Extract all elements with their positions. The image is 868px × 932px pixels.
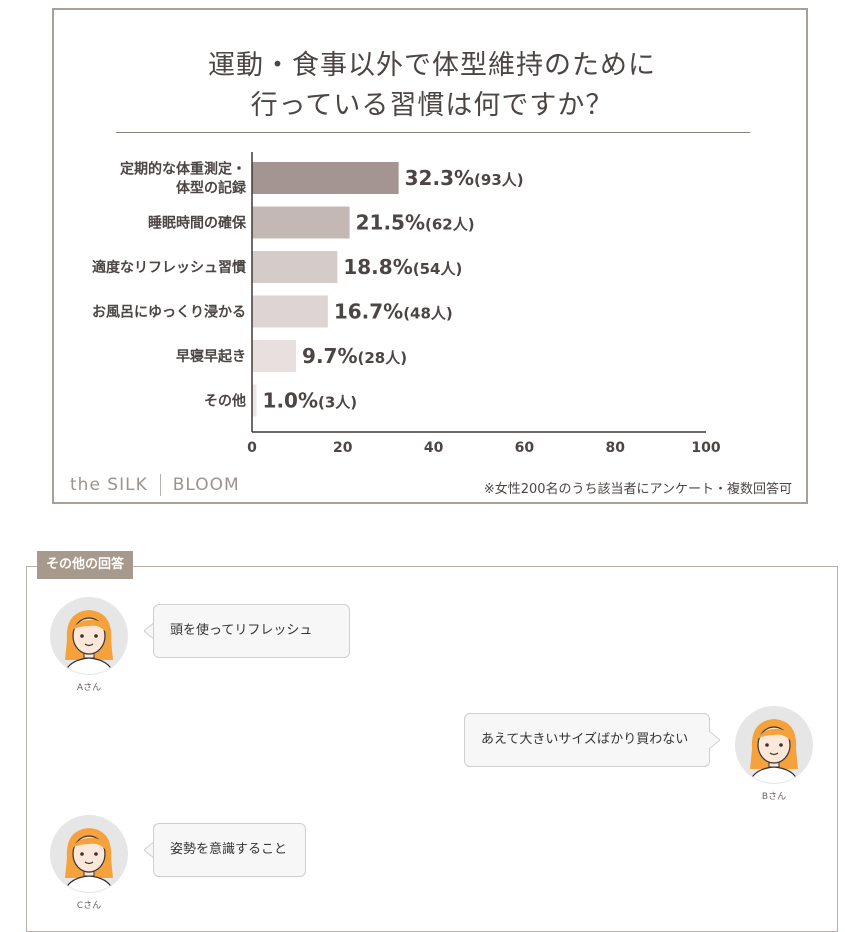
brand-separator: [159, 474, 161, 496]
value-label: 1.0%(3人): [263, 389, 358, 413]
bar: [252, 206, 350, 239]
bubble-tail-b: [709, 731, 720, 749]
avatar-icon: [50, 815, 128, 893]
avatar-a: [49, 596, 129, 676]
bar: [252, 251, 338, 283]
other-answers-box: [26, 566, 838, 932]
x-tick-label: 40: [424, 440, 444, 456]
answer-bubble-c: 姿勢を意識すること: [153, 823, 306, 877]
value-percent: 21.5%: [356, 211, 425, 235]
survey-note: ※女性200名のうち該当者にアンケート・複数回答可: [483, 482, 792, 497]
bar-chart: 定期的な体重測定・体型の記録 32.3%(93人) 睡眠時間の確保 21.5%(62人…: [92, 152, 721, 456]
chart-title-line1: 運動・食事以外で体型維持のために: [208, 50, 656, 81]
category-label-line: 睡眠時間の確保: [148, 215, 247, 232]
category-label: 睡眠時間の確保: [148, 215, 247, 232]
other-answers-tag: その他の回答: [37, 551, 134, 579]
category-label-line: 体型の記録: [176, 180, 247, 197]
value-count: (54人): [413, 260, 463, 278]
value-count: (3人): [318, 394, 357, 412]
chart-title: 運動・食事以外で体型維持のために 行っている習慣は何ですか？: [54, 46, 810, 126]
value-percent: 9.7%: [302, 344, 357, 368]
bar: [252, 162, 399, 194]
chart-title-line2: 行っている習慣は何ですか？: [250, 90, 614, 121]
value-label: 32.3%(93人): [405, 166, 524, 190]
category-label: 適度なリフレッシュ習慣: [92, 259, 246, 276]
category-label-line: 適度なリフレッシュ習慣: [92, 259, 246, 276]
x-tick-label: 20: [333, 440, 353, 456]
category-label: 定期的な体重測定・体型の記録: [120, 161, 247, 197]
avatar-name-a: Aさん: [76, 683, 102, 693]
brand-left: the SILK: [70, 475, 148, 495]
avatar-name-b: Bさん: [761, 792, 787, 802]
answer-bubble-a: 頭を使ってリフレッシュ: [153, 604, 350, 658]
chart-card: 運動・食事以外で体型維持のために 行っている習慣は何ですか？ 定期的な体重測定・…: [52, 8, 808, 504]
value-count: (93人): [474, 171, 524, 189]
value-label: 18.8%(54人): [343, 255, 462, 279]
value-percent: 1.0%: [263, 389, 318, 413]
value-percent: 32.3%: [405, 166, 474, 190]
x-tick-label: 60: [515, 440, 535, 456]
value-percent: 18.8%: [343, 255, 412, 279]
category-label: その他: [204, 393, 246, 410]
avatar-icon: [735, 706, 813, 784]
avatar-c: [49, 814, 129, 894]
value-label: 16.7%(48人): [334, 300, 453, 324]
category-label-line: その他: [204, 393, 246, 410]
bar: [252, 340, 297, 372]
value-count: (28人): [358, 349, 408, 367]
value-count: (48人): [403, 305, 453, 323]
category-label-line: お風呂にゆっくり浸かる: [92, 304, 246, 321]
brand-right: BLOOM: [172, 475, 240, 495]
category-label: 早寝早起き: [176, 348, 246, 365]
value-label: 21.5%(62人): [356, 211, 475, 235]
value-label: 9.7%(28人): [302, 344, 407, 368]
avatar-icon: [50, 597, 128, 675]
category-label: お風呂にゆっくり浸かる: [92, 304, 246, 321]
category-label-line: 早寝早起き: [176, 348, 246, 365]
value-percent: 16.7%: [334, 300, 403, 324]
title-divider: [116, 132, 750, 133]
bar: [252, 295, 328, 328]
x-tick-label: 100: [691, 440, 720, 456]
avatar-b: [734, 705, 814, 785]
answer-bubble-b: あえて大きいサイズばかり買わない: [464, 713, 710, 767]
value-count: (62人): [425, 216, 475, 234]
avatar-name-c: Cさん: [76, 901, 102, 911]
category-label-line: 定期的な体重測定・: [120, 161, 246, 178]
bar: [252, 384, 257, 417]
x-tick-label: 80: [605, 440, 625, 456]
brand-logo: the SILK BLOOM: [70, 474, 240, 496]
x-tick-label: 0: [247, 440, 257, 456]
